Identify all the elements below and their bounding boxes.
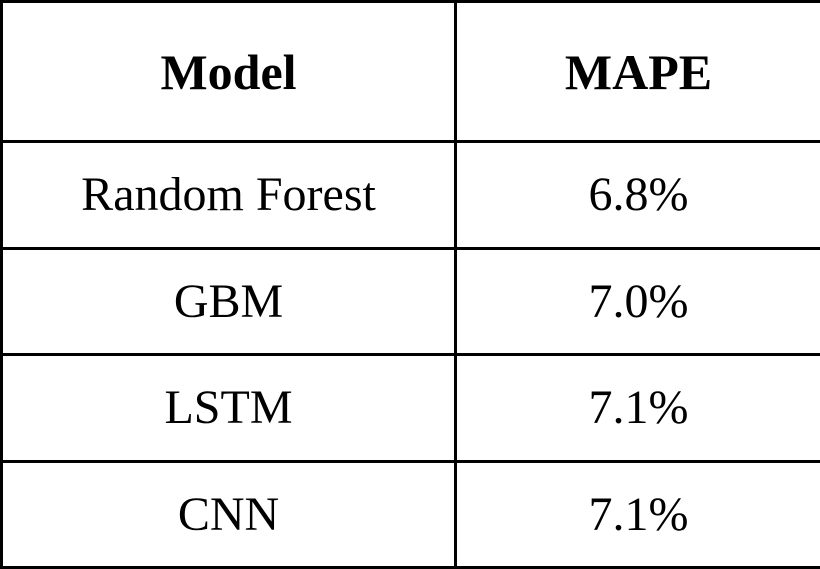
header-row: Model MAPE — [0, 0, 820, 143]
cell-model: GBM — [0, 246, 457, 356]
table-row: Random Forest 6.8% — [0, 140, 820, 250]
table-row: LSTM 7.1% — [0, 353, 820, 463]
header-mape: MAPE — [454, 0, 820, 143]
header-model: Model — [0, 0, 457, 143]
cell-mape: 7.0% — [454, 246, 820, 356]
cell-model: LSTM — [0, 353, 457, 463]
table-row: CNN 7.1% — [0, 459, 820, 569]
table-body: Random Forest 6.8% GBM 7.0% LSTM 7.1% CN… — [0, 140, 820, 569]
table-row: GBM 7.0% — [0, 246, 820, 356]
table-header: Model MAPE — [0, 0, 820, 143]
cell-mape: 6.8% — [454, 140, 820, 250]
cell-model: CNN — [0, 459, 457, 569]
cell-mape: 7.1% — [454, 459, 820, 569]
cell-mape: 7.1% — [454, 353, 820, 463]
cell-model: Random Forest — [0, 140, 457, 250]
